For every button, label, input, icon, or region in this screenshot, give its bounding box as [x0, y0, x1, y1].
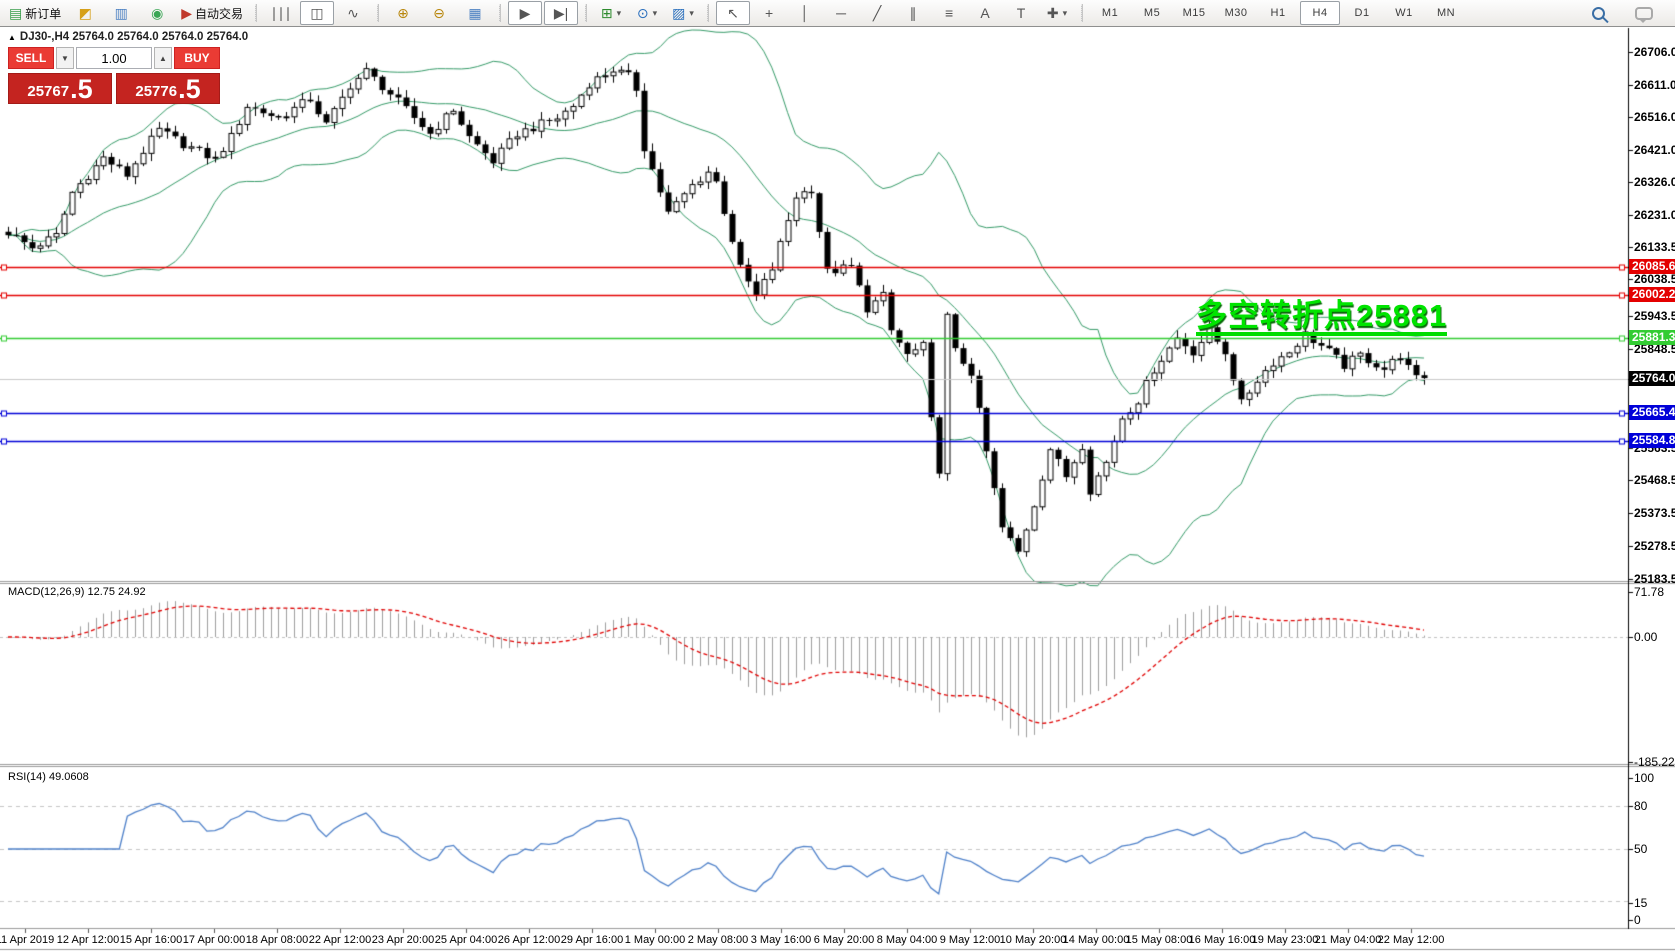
- zoom-out-button[interactable]: ⊖: [433, 5, 445, 21]
- tile-windows-button[interactable]: ▦: [468, 5, 482, 21]
- line-chart-button[interactable]: ∿: [347, 5, 359, 21]
- tf-w1-button[interactable]: W1: [1395, 6, 1413, 19]
- buy-price-main: 25776: [135, 83, 178, 100]
- tf-d1-button[interactable]: D1: [1354, 6, 1370, 19]
- toolbar-groups: ▤ 新订单 ◩ ▥ ◉ ▶ 自动交易 ∣∣∣ ◫ ∿ ⊕ ⊖ ▦ ▶ ▶| ⊞ ▾ ⊙ ▾ ▨ ▾ ↖ + │ ─ ╱ ∥ ≡ A T ✚ ▾…: [3, 0, 1467, 26]
- symbol-ohlc-text: DJ30-,H4 25764.0 25764.0 25764.0 25764.0: [19, 31, 249, 43]
- indicators-button[interactable]: ⊞ ▾: [600, 5, 622, 21]
- buy-button[interactable]: BUY: [174, 47, 220, 69]
- toolbar-right-icons: [1580, 1, 1662, 25]
- buy-price-pips: .5: [178, 74, 201, 105]
- vertical-line-button[interactable]: │: [800, 5, 810, 21]
- data-window-button[interactable]: ◉: [151, 5, 164, 21]
- toolbar-separator: [255, 4, 258, 22]
- dropdown-arrow-icon[interactable]: ▾: [689, 7, 694, 18]
- collapse-triangle-icon[interactable]: ▲: [8, 33, 16, 42]
- magnifier-icon: [1591, 6, 1605, 20]
- trendline-button[interactable]: ╱: [872, 5, 882, 21]
- toolbar-separator: [377, 4, 380, 22]
- dropdown-arrow-icon[interactable]: ▾: [616, 7, 622, 18]
- chat-button[interactable]: [1627, 1, 1661, 25]
- tf-mn-button[interactable]: MN: [1436, 6, 1456, 19]
- zoom-in-button[interactable]: ⊕: [397, 5, 409, 21]
- new-order-button[interactable]: ▤ 新订单: [9, 5, 62, 21]
- search-button[interactable]: [1581, 1, 1615, 25]
- new-chart-button[interactable]: ◩: [78, 5, 92, 21]
- volume-increase-button[interactable]: ▲: [154, 47, 172, 69]
- toolbar-separator: [1081, 4, 1084, 22]
- tf-m30-button[interactable]: M30: [1224, 6, 1248, 19]
- periods-button[interactable]: ⊙ ▾: [636, 5, 658, 21]
- equidistant-channel-button[interactable]: ∥: [909, 5, 917, 21]
- bar-chart-button[interactable]: ∣∣∣: [270, 5, 292, 21]
- horizontal-line-button[interactable]: ─: [836, 5, 846, 21]
- tf-m5-button[interactable]: M5: [1143, 6, 1161, 19]
- toolbar-separator: [499, 4, 502, 22]
- text-button[interactable]: A: [980, 5, 990, 21]
- dropdown-arrow-icon[interactable]: ▾: [1062, 7, 1068, 18]
- sell-price-main: 25767: [27, 83, 70, 100]
- tf-h4-button[interactable]: H4: [1300, 1, 1341, 25]
- templates-button[interactable]: ▨ ▾: [672, 5, 694, 21]
- symbol-header[interactable]: ▲ DJ30-,H4 25764.0 25764.0 25764.0 25764.…: [8, 31, 248, 43]
- auto-scroll-button[interactable]: ▶: [508, 1, 543, 25]
- chart-shift-button[interactable]: ▶|: [544, 1, 579, 25]
- autotrading-button[interactable]: ▶ 自动交易: [181, 5, 244, 21]
- tf-m1-button[interactable]: M1: [1101, 6, 1119, 19]
- sell-price-button[interactable]: 25767 .5: [8, 73, 112, 104]
- cursor-button[interactable]: ↖: [716, 1, 751, 25]
- crosshair-button[interactable]: +: [764, 5, 774, 21]
- dropdown-arrow-icon[interactable]: ▾: [652, 7, 658, 18]
- toolbar: ▤ 新订单 ◩ ▥ ◉ ▶ 自动交易 ∣∣∣ ◫ ∿ ⊕ ⊖ ▦ ▶ ▶| ⊞ ▾ ⊙ ▾ ▨ ▾ ↖ + │ ─ ╱ ∥ ≡ A T ✚ ▾…: [0, 0, 1675, 27]
- sell-price-pips: .5: [70, 74, 93, 105]
- volume-decrease-button[interactable]: ▼: [56, 47, 74, 69]
- tf-h1-button[interactable]: H1: [1270, 6, 1286, 19]
- tf-m15-button[interactable]: M15: [1182, 6, 1206, 19]
- arrows-button[interactable]: ✚ ▾: [1046, 5, 1068, 21]
- toolbar-separator: [707, 4, 710, 22]
- fibonacci-button[interactable]: ≡: [944, 5, 954, 21]
- one-click-trade-panel: SELL ▼ ▲ BUY 25767 .5 25776 .5: [8, 47, 220, 104]
- text-label-button[interactable]: T: [1016, 5, 1026, 21]
- volume-input[interactable]: [76, 47, 152, 69]
- toolbar-separator: [585, 4, 588, 22]
- profiles-button[interactable]: ▥: [114, 5, 128, 21]
- candlestick-chart-button[interactable]: ◫: [300, 1, 335, 25]
- sell-button[interactable]: SELL: [8, 47, 54, 69]
- chat-bubbles-icon: [1635, 6, 1653, 23]
- buy-price-button[interactable]: 25776 .5: [116, 73, 220, 104]
